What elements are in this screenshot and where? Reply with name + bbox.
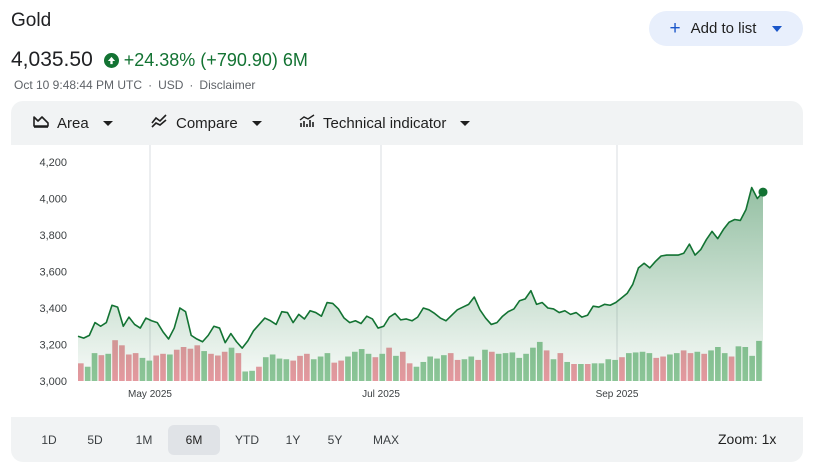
price-chart[interactable]: 4,200 4,000 3,800 3,600 3,400 3,200 3,000 May 2… <box>11 145 803 417</box>
y-tick-label: 3,600 <box>39 267 67 279</box>
range-button-5y[interactable]: 5Y <box>327 433 343 447</box>
range-button-6m[interactable]: 6M <box>168 425 220 455</box>
page-title: Gold <box>11 10 52 31</box>
add-to-list-label: Add to list <box>690 20 757 37</box>
price-change: +24.38% (+790.90) 6M <box>123 49 308 70</box>
range-button-1y[interactable]: 1Y <box>285 433 301 447</box>
y-tick-label: 3,400 <box>39 303 67 315</box>
chart-type-dropdown[interactable]: Area <box>33 114 113 132</box>
compare-label: Compare <box>176 114 238 132</box>
y-tick-label: 4,000 <box>39 194 67 206</box>
compare-dropdown[interactable]: Compare <box>151 114 262 132</box>
currency: USD <box>158 78 184 92</box>
price-area <box>78 187 763 381</box>
range-selector: 1D 5D 1M 6M YTD 1Y 5Y MAX <box>11 418 803 462</box>
quote-meta: Oct 10 9:48:44 PM UTC · USD · Disclaimer <box>14 78 256 92</box>
chevron-down-icon <box>460 120 471 126</box>
range-button-5d[interactable]: 5D <box>87 433 103 447</box>
chart-toolbar: Area Compare Technical indicator <box>11 101 803 145</box>
y-tick-label: 3,200 <box>39 340 67 352</box>
technical-indicator-dropdown[interactable]: Technical indicator <box>299 114 471 132</box>
y-tick-label: 4,200 <box>39 157 67 169</box>
range-button-ytd[interactable]: YTD <box>235 433 259 447</box>
price-row: 4,035.50 +24.38% (+790.90) 6M <box>11 48 308 72</box>
x-tick-label: Jul 2025 <box>362 389 400 400</box>
price-line <box>77 186 764 349</box>
zoom-indicator: Zoom: 1x <box>718 431 777 447</box>
chevron-down-icon <box>772 25 783 32</box>
arrow-up-icon <box>103 52 119 68</box>
disclaimer-link[interactable]: Disclaimer <box>199 78 256 92</box>
technical-indicator-label: Technical indicator <box>323 114 447 132</box>
y-tick-label: 3,000 <box>39 376 67 388</box>
timestamp: Oct 10 9:48:44 PM UTC <box>14 78 143 92</box>
range-button-1d[interactable]: 1D <box>41 433 57 447</box>
x-tick-label: May 2025 <box>128 389 172 400</box>
x-tick-label: Sep 2025 <box>596 389 639 400</box>
area-label: Area <box>57 114 89 132</box>
compare-icon <box>151 114 168 132</box>
indicator-icon <box>299 114 315 132</box>
y-tick-label: 3,800 <box>39 230 67 242</box>
chevron-down-icon <box>102 120 113 126</box>
range-button-max[interactable]: MAX <box>372 433 399 447</box>
last-price-dot <box>758 187 768 197</box>
add-to-list-button[interactable]: + Add to list <box>649 11 803 46</box>
chevron-down-icon <box>251 120 262 126</box>
current-price: 4,035.50 <box>11 48 93 71</box>
plus-icon: + <box>669 18 681 39</box>
area-chart-icon <box>33 114 49 132</box>
range-button-1m[interactable]: 1M <box>135 433 153 447</box>
chart-svg: 4,200 4,000 3,800 3,600 3,400 3,200 3,000 May 2… <box>39 145 768 400</box>
